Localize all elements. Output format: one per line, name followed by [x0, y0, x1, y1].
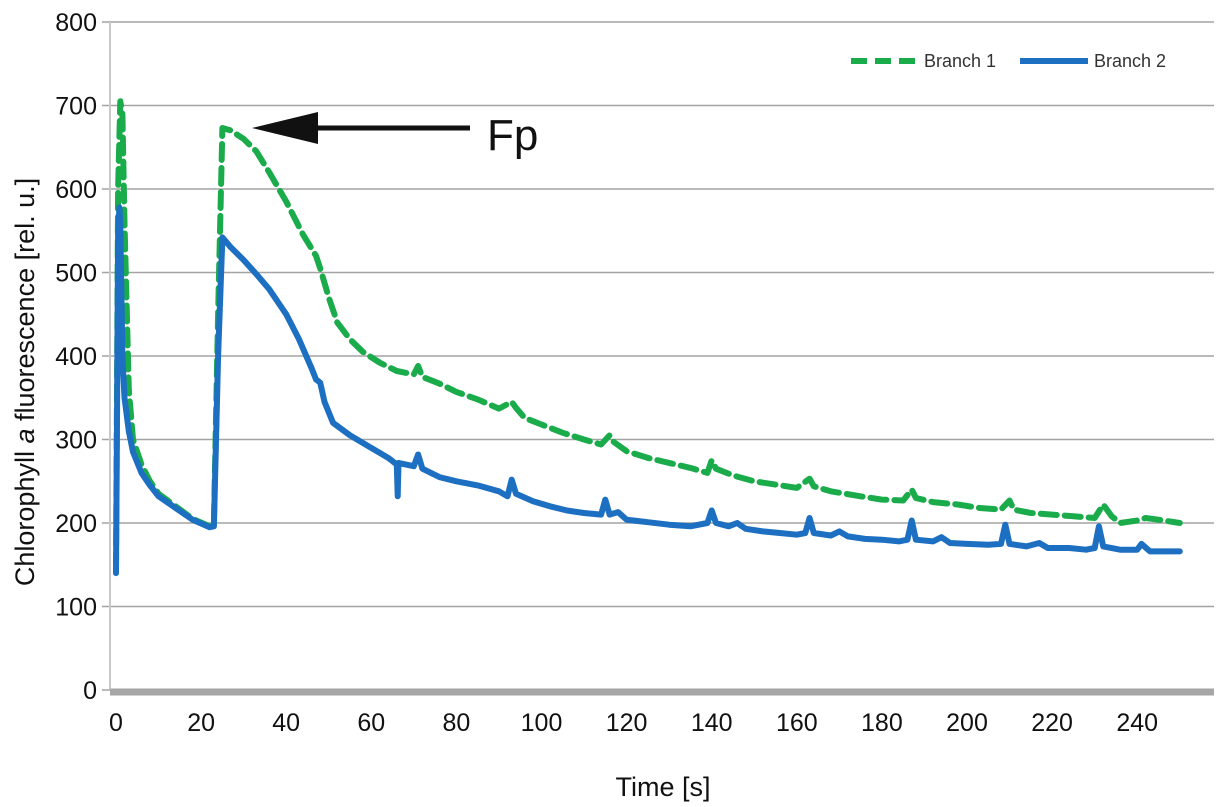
fp-annotation: Fp — [252, 111, 538, 160]
series-line-1 — [113, 98, 1183, 572]
x-tick-label-240: 240 — [1116, 709, 1158, 737]
fp-arrow-head — [252, 112, 318, 144]
x-tick-label-200: 200 — [946, 709, 988, 737]
grid-lines — [110, 21, 1214, 608]
series-line-2 — [113, 204, 1183, 577]
x-tick-label-40: 40 — [272, 709, 300, 737]
x-tick-label-120: 120 — [606, 709, 648, 737]
y-tick-label-200: 200 — [55, 510, 97, 538]
y-axis-label-part-1: Chlorophyll — [10, 444, 40, 587]
y-tick-label-100: 100 — [55, 594, 97, 622]
x-tick-label-180: 180 — [861, 709, 903, 737]
x-tick-label-100: 100 — [521, 709, 563, 737]
y-axis-ticks: 0 100 200 300 400 500 600 700 800 — [55, 9, 110, 705]
y-tick-label-300: 300 — [55, 427, 97, 455]
y-tick-label-700: 700 — [55, 93, 97, 121]
x-tick-label-80: 80 — [442, 709, 470, 737]
y-axis-label-part-2: a — [10, 429, 40, 444]
y-tick-label-600: 600 — [55, 176, 97, 204]
x-axis-label: Time [s] — [615, 772, 710, 802]
x-tick-label-140: 140 — [691, 709, 733, 737]
series-lines — [113, 98, 1183, 577]
y-tick-label-400: 400 — [55, 343, 97, 371]
legend: Branch 1 Branch 2 — [851, 51, 1166, 71]
legend-label-branch-1: Branch 1 — [924, 51, 996, 71]
fp-label: Fp — [487, 111, 538, 160]
legend-label-branch-2: Branch 2 — [1094, 51, 1166, 71]
x-tick-label-20: 20 — [187, 709, 215, 737]
y-tick-label-500: 500 — [55, 260, 97, 288]
y-tick-label-0: 0 — [83, 677, 97, 705]
y-axis-label: Chlorophyll a fluorescence [rel. u.] — [10, 178, 40, 586]
x-tick-label-220: 220 — [1031, 709, 1073, 737]
x-axis-ticks: 0 20 40 60 80 100 120 140 160 180 200 220 240 — [109, 709, 1158, 737]
x-tick-label-60: 60 — [357, 709, 385, 737]
x-tick-label-160: 160 — [776, 709, 818, 737]
y-axis-label-part-3: fluorescence [rel. u.] — [10, 178, 40, 429]
x-tick-label-0: 0 — [109, 709, 123, 737]
y-tick-label-800: 800 — [55, 9, 97, 37]
